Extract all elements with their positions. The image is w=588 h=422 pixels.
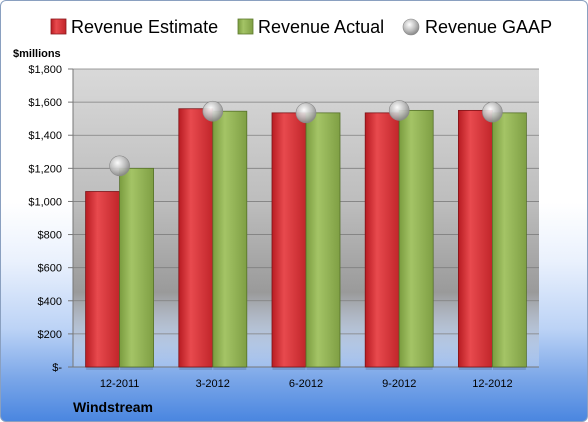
x-tick-label: 12-2011 xyxy=(100,378,140,390)
bar-shadow xyxy=(120,367,154,370)
bar-revenue-actual xyxy=(212,110,248,368)
y-tick-label: $1,800 xyxy=(28,64,62,76)
y-tick-label: $1,200 xyxy=(28,163,62,175)
gaap-markers xyxy=(109,100,503,177)
legend-label-revenue-estimate: Revenue Estimate xyxy=(71,17,218,37)
legend-item-revenue-gaap: Revenue GAAP xyxy=(402,17,552,37)
legend-marker-revenue-gaap xyxy=(402,18,420,36)
bar-revenue-actual xyxy=(305,112,341,368)
bar-revenue-estimate xyxy=(457,109,493,368)
bar-revenue-actual xyxy=(398,109,434,368)
bar-shadow xyxy=(365,367,399,370)
legend-swatch-revenue-actual xyxy=(237,18,254,35)
y-tick-label: $400 xyxy=(38,296,62,308)
bar-revenue-estimate xyxy=(85,191,120,368)
y-tick-label: $- xyxy=(52,362,62,374)
marker-revenue-gaap xyxy=(388,100,410,121)
legend-item-revenue-estimate: Revenue Estimate xyxy=(50,17,218,37)
marker-revenue-gaap xyxy=(482,101,503,123)
y-tick-label: $200 xyxy=(38,329,62,341)
y-unit-label: $millions xyxy=(13,48,61,60)
legend-label-revenue-actual: Revenue Actual xyxy=(258,17,384,37)
x-tick-labels: 12-2011 3-2012 6-2012 9-2012 12-2012 xyxy=(100,378,513,390)
legend-item-revenue-actual: Revenue Actual xyxy=(237,17,384,37)
y-tick-label: $1,000 xyxy=(28,196,62,208)
bars xyxy=(85,108,527,370)
marker-revenue-gaap xyxy=(109,155,130,177)
x-tick-label: 12-2012 xyxy=(472,378,512,390)
legend-label-revenue-gaap: Revenue GAAP xyxy=(425,17,552,37)
y-tick-labels: $- $200 $400 $600 $800 $1,000 $1,200 $1,400 $1,6… xyxy=(28,64,62,374)
bar-shadow xyxy=(492,367,526,370)
y-tick-label: $800 xyxy=(38,230,62,242)
bar-revenue-estimate xyxy=(271,112,307,368)
marker-revenue-gaap xyxy=(202,100,224,122)
bar-revenue-estimate xyxy=(178,108,214,368)
legend-swatch-revenue-estimate xyxy=(50,18,67,35)
bar-shadow xyxy=(306,367,340,370)
x-tick-label: 9-2012 xyxy=(382,378,416,390)
bar-shadow xyxy=(399,367,433,370)
y-tick-label: $600 xyxy=(38,263,62,275)
marker-revenue-gaap xyxy=(295,102,317,124)
x-tick-label: 6-2012 xyxy=(289,378,323,390)
x-tick-label: 3-2012 xyxy=(196,378,230,390)
y-tick-label: $1,400 xyxy=(28,130,62,142)
bar-shadow xyxy=(213,367,247,370)
bar-revenue-actual xyxy=(119,167,154,368)
legend: Revenue Estimate Revenue Actual Revenue … xyxy=(50,17,552,37)
bar-shadow xyxy=(458,367,492,370)
bar-revenue-actual xyxy=(491,112,527,368)
bar-shadow xyxy=(179,367,213,370)
company-name: Windstream xyxy=(73,399,153,415)
bar-shadow xyxy=(86,367,120,370)
bar-shadow xyxy=(272,367,306,370)
y-tick-label: $1,600 xyxy=(28,97,62,109)
bar-revenue-estimate xyxy=(364,112,400,368)
